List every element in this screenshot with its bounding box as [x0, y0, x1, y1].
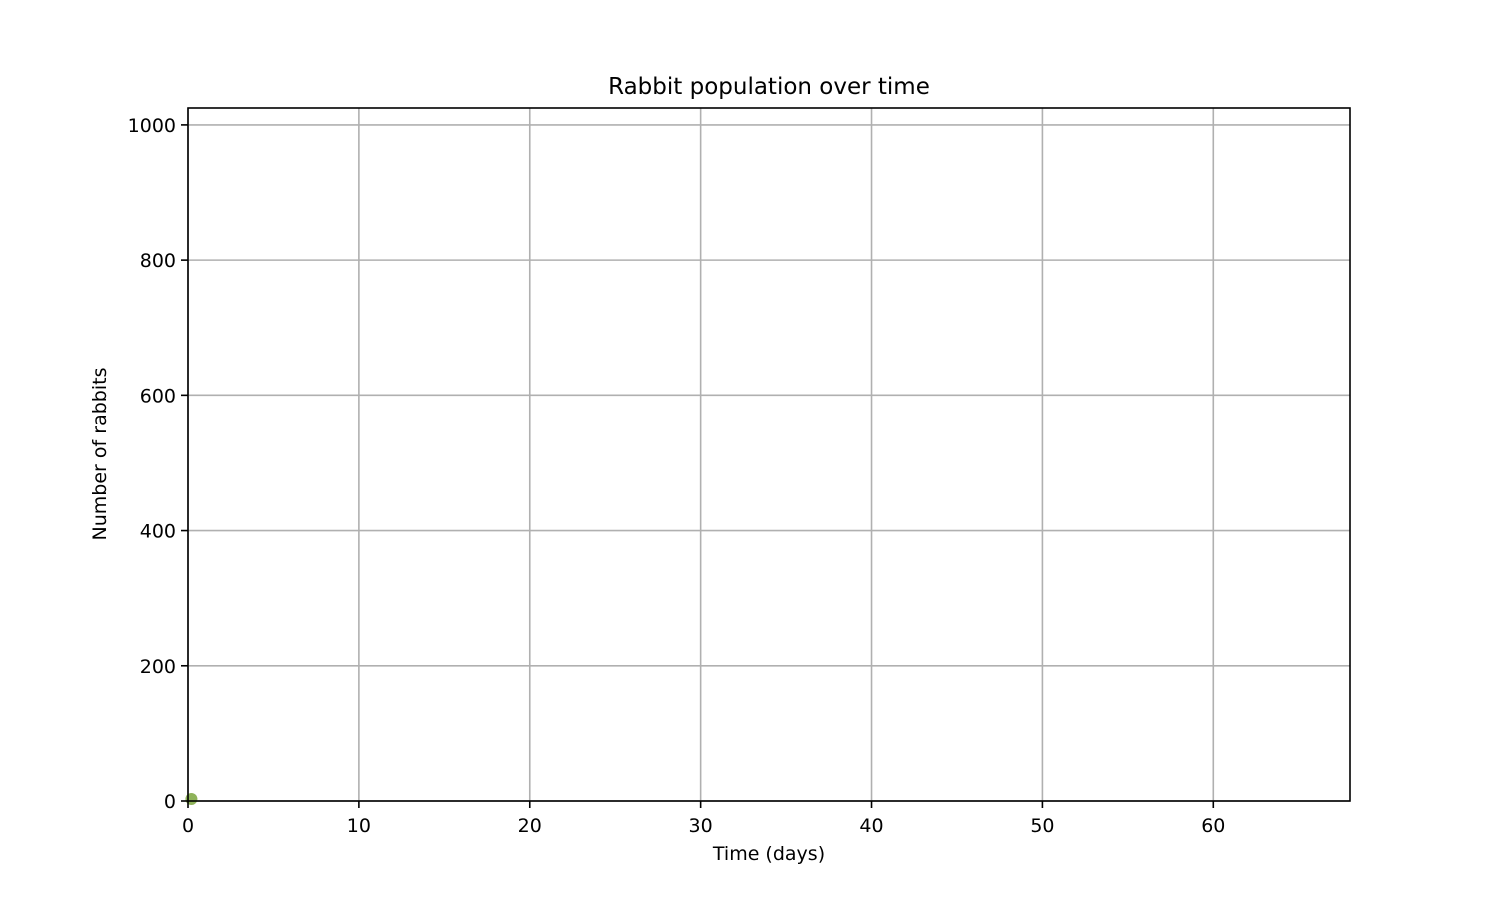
x-tick-label: 40: [859, 815, 883, 837]
x-tick-label: 50: [1030, 815, 1054, 837]
chart-title: Rabbit population over time: [608, 74, 930, 100]
x-tick-label: 60: [1201, 815, 1225, 837]
plot-area: [188, 108, 1350, 801]
y-tick-label: 400: [140, 521, 176, 543]
x-axis-label: Time (days): [712, 843, 825, 865]
y-tick-label: 600: [140, 385, 176, 407]
x-tick-label: 30: [689, 815, 713, 837]
y-tick-label: 1000: [128, 115, 176, 137]
y-tick-label: 800: [140, 250, 176, 272]
x-tick-label: 0: [182, 815, 194, 837]
plot-frame: [187, 107, 1351, 802]
y-tick-label: 0: [164, 791, 176, 813]
x-tick-label: 10: [347, 815, 371, 837]
y-tick-label: 200: [140, 656, 176, 678]
x-tick-label: 20: [518, 815, 542, 837]
y-axis-label: Number of rabbits: [89, 368, 111, 541]
